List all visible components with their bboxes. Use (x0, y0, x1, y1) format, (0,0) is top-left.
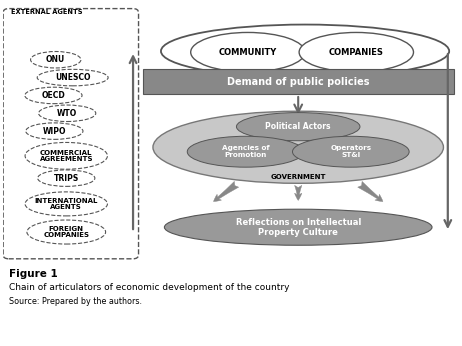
Text: EXTERNAL AGENTS: EXTERNAL AGENTS (11, 9, 82, 15)
FancyBboxPatch shape (3, 9, 139, 259)
Ellipse shape (25, 87, 82, 104)
Text: Figure 1: Figure 1 (9, 269, 57, 279)
Ellipse shape (25, 143, 108, 169)
Text: COMMUNITY: COMMUNITY (219, 48, 277, 57)
Ellipse shape (39, 105, 96, 121)
Text: Operators
ST&I: Operators ST&I (330, 145, 371, 158)
Text: COMMERCIAL
AGREEMENTS: COMMERCIAL AGREEMENTS (40, 149, 93, 162)
Ellipse shape (237, 112, 360, 141)
Ellipse shape (26, 123, 83, 139)
Text: UNESCO: UNESCO (55, 73, 91, 82)
Text: Political Actors: Political Actors (266, 122, 331, 131)
Ellipse shape (30, 52, 81, 68)
Ellipse shape (187, 136, 304, 167)
Text: FOREIGN
COMPANIES: FOREIGN COMPANIES (43, 226, 89, 238)
Ellipse shape (25, 192, 108, 216)
Ellipse shape (38, 170, 95, 186)
Ellipse shape (27, 220, 106, 244)
Text: Source: Prepared by the authors.: Source: Prepared by the authors. (9, 297, 142, 306)
FancyBboxPatch shape (143, 69, 454, 94)
Text: Demand of public policies: Demand of public policies (227, 77, 370, 87)
Ellipse shape (191, 33, 305, 72)
Text: WTO: WTO (57, 109, 77, 118)
Text: GOVERNMENT: GOVERNMENT (270, 174, 326, 180)
Ellipse shape (153, 111, 444, 183)
Text: WIPO: WIPO (43, 127, 66, 136)
Text: INTERNATIONAL
AGENTS: INTERNATIONAL AGENTS (35, 198, 98, 210)
Ellipse shape (161, 25, 449, 78)
Text: OECD: OECD (42, 91, 65, 100)
Text: COMPANIES: COMPANIES (329, 48, 384, 57)
Text: ONU: ONU (46, 55, 65, 64)
Ellipse shape (37, 69, 108, 86)
Ellipse shape (299, 33, 413, 72)
Text: Reflections on Intellectual
Property Culture: Reflections on Intellectual Property Cul… (236, 218, 361, 237)
Ellipse shape (292, 136, 409, 167)
Text: TRIPS: TRIPS (54, 174, 79, 183)
Ellipse shape (164, 209, 432, 245)
Text: Chain of articulators of economic development of the country: Chain of articulators of economic develo… (9, 283, 289, 292)
Text: Agencies of
Promotion: Agencies of Promotion (222, 145, 269, 158)
